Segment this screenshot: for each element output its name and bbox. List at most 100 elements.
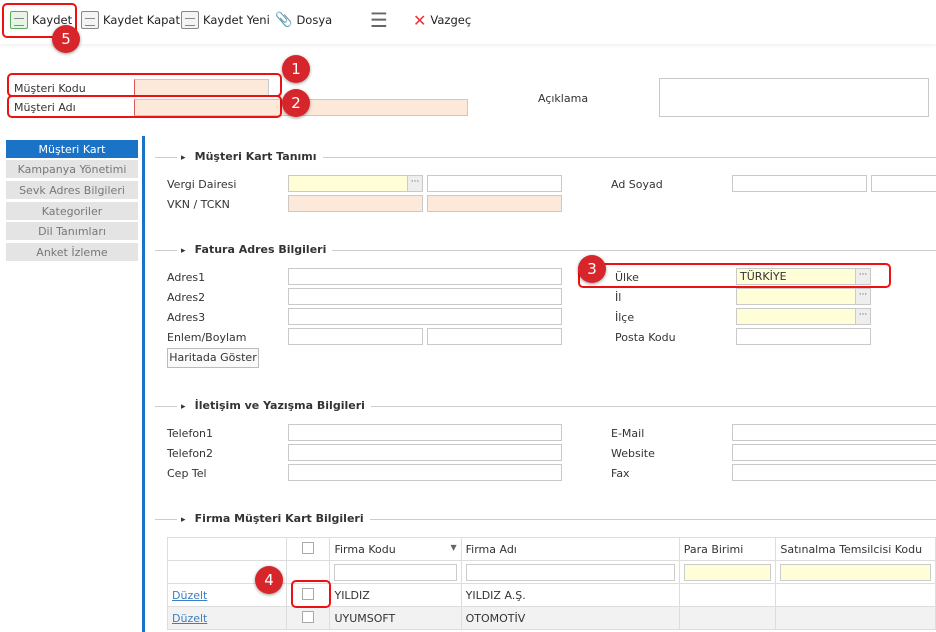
mobile-input[interactable]: [288, 464, 562, 481]
header-firm-code[interactable]: Firma Kodu ▼: [329, 537, 462, 561]
mobile-label: Cep Tel: [167, 467, 207, 480]
sort-down-icon[interactable]: ▼: [450, 542, 457, 552]
lookup-icon[interactable]: ···: [855, 269, 870, 284]
district-input[interactable]: ···: [736, 308, 871, 325]
annotation-badge-4: 4: [255, 566, 283, 594]
tax-office-label: Vergi Dairesi: [167, 178, 237, 191]
cancel-button[interactable]: ✕ Vazgeç: [413, 10, 471, 30]
section-title: İletişim ve Yazışma Bilgileri: [177, 399, 371, 412]
firm-code-filter[interactable]: [334, 563, 457, 581]
section-address-header[interactable]: Fatura Adres Bilgileri: [155, 243, 936, 257]
sidebar-divider: [142, 136, 145, 632]
annotation-box-5: [2, 3, 77, 38]
menu-icon[interactable]: ☰: [370, 8, 388, 32]
country-label: Ülke: [615, 271, 639, 284]
phone2-label: Telefon2: [167, 447, 214, 460]
section-firm-header[interactable]: Firma Müşteri Kart Bilgileri: [155, 512, 936, 526]
filter-cell: [460, 560, 680, 584]
sidebar-item-dil[interactable]: Dil Tanımları: [6, 222, 138, 241]
sidebar-item-kategoriler[interactable]: Kategoriler: [6, 202, 138, 221]
sidebar-item-musteri-kart[interactable]: Müşteri Kart: [6, 140, 138, 159]
postal-label: Posta Kodu: [615, 331, 676, 344]
annotation-box-1: [7, 73, 282, 97]
firm-name-cell: YILDIZ A.Ş.: [460, 583, 680, 607]
longitude-input[interactable]: [427, 328, 562, 345]
annotation-badge-5: 5: [52, 25, 80, 53]
cell: [775, 606, 936, 630]
address3-label: Adres3: [167, 311, 206, 324]
address1-input[interactable]: [288, 268, 562, 285]
last-name-input[interactable]: [871, 175, 936, 192]
sidebar-item-kampanya[interactable]: Kampanya Yönetimi: [6, 160, 138, 179]
website-input[interactable]: [732, 444, 936, 461]
email-label: E-Mail: [611, 427, 645, 440]
header-cell: [167, 537, 287, 561]
phone2-input[interactable]: [288, 444, 562, 461]
cell: [678, 583, 777, 607]
section-title: Fatura Adres Bilgileri: [177, 243, 333, 256]
save-new-label: Kaydet Yeni: [203, 13, 270, 27]
latlong-label: Enlem/Boylam: [167, 331, 247, 344]
select-all-checkbox[interactable]: [302, 541, 314, 554]
currency-filter[interactable]: [683, 563, 772, 581]
phone1-label: Telefon1: [167, 427, 214, 440]
filter-cell: [329, 560, 462, 584]
section-card-header[interactable]: Müşteri Kart Tanımı: [155, 150, 936, 164]
filter-cell: [775, 560, 936, 584]
header-purchasing-rep[interactable]: Satınalma Temsilcisi Kodu: [775, 537, 936, 561]
fax-input[interactable]: [732, 464, 936, 481]
column-label: Firma Kodu: [334, 542, 396, 556]
address3-input[interactable]: [288, 308, 562, 325]
save-icon: [10, 11, 28, 29]
header-currency[interactable]: Para Birimi: [678, 537, 777, 561]
firm-table: Firma Kodu ▼ Firma Adı Para Birimi Satına…: [167, 537, 936, 630]
phone1-input[interactable]: [288, 424, 562, 441]
cell: [285, 606, 331, 630]
email-input[interactable]: [732, 424, 936, 441]
postal-input[interactable]: [736, 328, 871, 345]
country-value: TÜRKİYE: [740, 270, 787, 283]
show-map-button[interactable]: Haritada Göster: [167, 348, 259, 368]
toolbar: Kaydet Kaydet Kapat Kaydet Yeni 📎 Dosya ☰…: [0, 0, 936, 44]
lookup-icon[interactable]: ···: [855, 309, 870, 324]
tax-office-input[interactable]: ···: [288, 175, 423, 192]
row-checkbox[interactable]: [302, 610, 314, 623]
country-input[interactable]: TÜRKİYE ···: [736, 268, 871, 285]
latitude-input[interactable]: [288, 328, 423, 345]
sidebar-item-sevk-adres[interactable]: Sevk Adres Bilgileri: [6, 181, 138, 200]
cell: [775, 583, 936, 607]
section-contact-header[interactable]: İletişim ve Yazışma Bilgileri: [155, 399, 936, 413]
sidebar-item-anket[interactable]: Anket İzleme: [6, 243, 138, 262]
lookup-icon[interactable]: ···: [407, 176, 422, 191]
city-input[interactable]: ···: [736, 288, 871, 305]
lookup-icon[interactable]: ···: [855, 289, 870, 304]
tax-office-name-input[interactable]: [427, 175, 562, 192]
annotation-badge-1: 1: [282, 55, 310, 83]
description-textarea[interactable]: [659, 78, 929, 117]
header-firm-name[interactable]: Firma Adı: [460, 537, 680, 561]
section-title: Firma Müşteri Kart Bilgileri: [177, 512, 370, 525]
first-name-input[interactable]: [732, 175, 867, 192]
save-close-button[interactable]: Kaydet Kapat: [81, 10, 180, 30]
table-row: Düzelt UYUMSOFT OTOMOTİV: [167, 606, 936, 630]
save-label: Kaydet: [32, 13, 73, 27]
save-button[interactable]: Kaydet: [10, 10, 72, 30]
vkn-label: VKN / TCKN: [167, 198, 230, 211]
file-button[interactable]: 📎 Dosya: [275, 10, 332, 30]
file-label: Dosya: [296, 13, 333, 27]
edit-link[interactable]: Düzelt: [172, 611, 208, 625]
cell: [678, 606, 777, 630]
edit-link[interactable]: Düzelt: [172, 588, 208, 602]
fax-label: Fax: [611, 467, 630, 480]
firm-name-filter[interactable]: [465, 563, 675, 581]
address2-input[interactable]: [288, 288, 562, 305]
save-new-button[interactable]: Kaydet Yeni: [181, 10, 270, 30]
cell: Düzelt: [167, 606, 287, 630]
row-checkbox[interactable]: [302, 587, 314, 600]
purchasing-rep-filter[interactable]: [780, 563, 931, 581]
address1-label: Adres1: [167, 271, 206, 284]
city-label: İl: [615, 291, 622, 304]
vkn-input[interactable]: [288, 195, 423, 212]
address2-label: Adres2: [167, 291, 206, 304]
tckn-input[interactable]: [427, 195, 562, 212]
